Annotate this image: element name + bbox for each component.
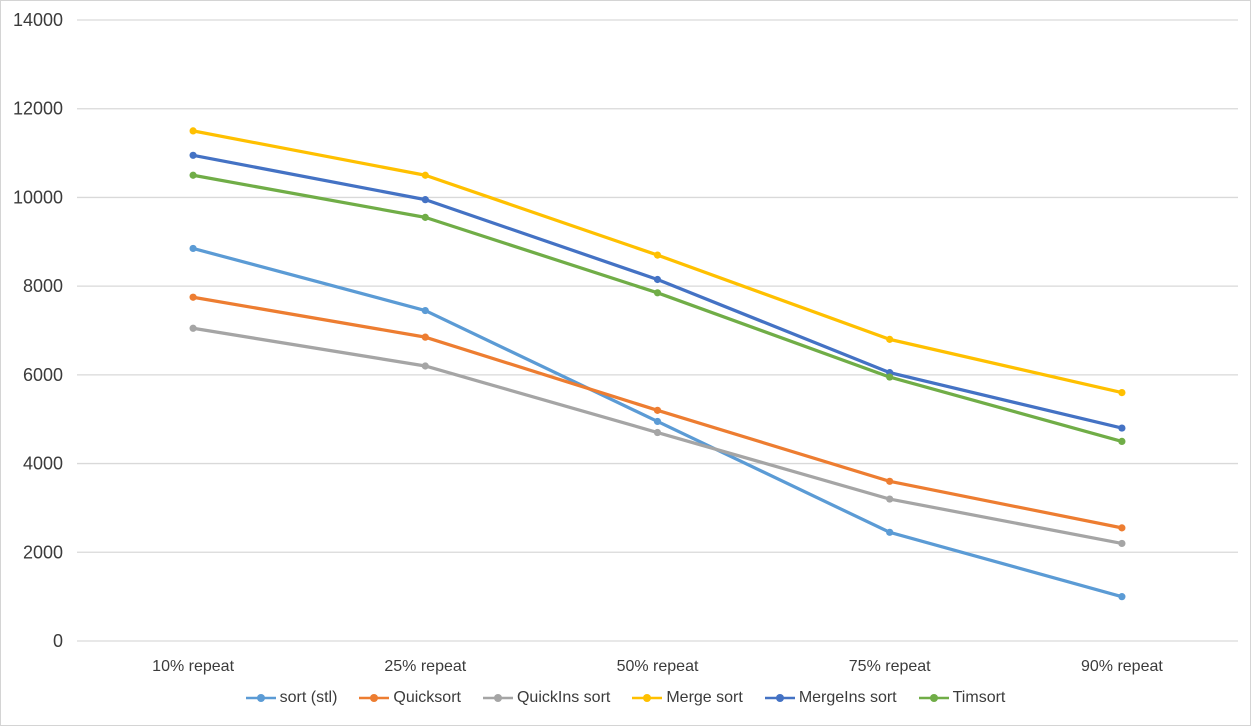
legend-dot [493,694,502,702]
legend-dot [643,694,652,702]
y-axis-tick-label: 0 [53,631,63,651]
legend-marker-icon [245,694,276,702]
series-marker-quickins-sort[interactable] [189,324,197,332]
series-marker-sort-stl[interactable] [886,528,894,536]
legend-dot [256,694,265,702]
series-marker-timsort[interactable] [1118,437,1126,445]
y-axis-tick-label: 8000 [23,276,63,296]
y-axis-tick-label: 12000 [13,99,63,119]
legend-dot [370,694,379,702]
series-marker-mergeins-sort[interactable] [189,151,197,159]
y-axis-tick-label: 4000 [23,454,63,474]
series-marker-sort-stl[interactable] [653,417,662,426]
series-marker-quickins-sort[interactable] [1118,539,1126,548]
chart-legend: sort (stl) Quicksort QuickIns sort Merge so… [1,689,1250,707]
x-axis-tick-label: 25% repeat [384,658,466,675]
series-marker-quicksort[interactable] [653,406,662,414]
legend-dot [775,694,784,702]
legend-label: sort (stl) [279,689,338,706]
legend-item-quicksort[interactable]: Quicksort [359,689,461,707]
legend-marker-icon [359,694,390,702]
series-marker-timsort[interactable] [653,289,662,297]
series-line-timsort[interactable] [191,173,1124,444]
series-marker-quicksort[interactable] [886,477,894,485]
series-marker-sort-stl[interactable] [189,244,197,253]
series-marker-quicksort[interactable] [1118,524,1126,532]
series-marker-timsort[interactable] [421,213,429,221]
series-line-merge-sort[interactable] [191,129,1124,395]
x-axis-tick-label: 90% repeat [1081,658,1163,675]
series-marker-quicksort[interactable] [421,333,429,341]
series-marker-quickins-sort[interactable] [421,362,429,370]
series-marker-merge-sort[interactable] [1118,389,1126,397]
legend-item-merge-sort[interactable]: Merge sort [632,689,743,707]
legend-label: MergeIns sort [798,689,897,706]
legend-marker-icon [764,694,795,702]
series-marker-mergeins-sort[interactable] [421,196,429,204]
x-axis-tick-label: 10% repeat [152,658,234,675]
legend-marker-icon [918,694,949,702]
series-marker-merge-sort[interactable] [886,335,894,343]
series-marker-mergeins-sort[interactable] [653,275,662,284]
series-marker-merge-sort[interactable] [189,127,197,135]
series-marker-merge-sort[interactable] [653,251,662,259]
legend-label: Merge sort [666,689,743,706]
legend-dot [929,694,938,702]
series-marker-quickins-sort[interactable] [886,495,894,503]
series-marker-merge-sort[interactable] [421,171,429,179]
legend-item-timsort[interactable]: Timsort [918,689,1006,707]
legend-label: Quicksort [393,689,461,706]
x-axis-tick-label: 50% repeat [617,658,699,675]
series-marker-sort-stl[interactable] [1118,593,1126,601]
y-axis-tick-label: 14000 [13,10,63,30]
legend-item-quickins-sort[interactable]: QuickIns sort [482,689,611,707]
legend-item-sort-stl[interactable]: sort (stl) [245,689,338,707]
legend-label: Timsort [952,689,1006,706]
y-axis-tick-label: 10000 [13,187,63,207]
y-axis-tick-label: 2000 [23,542,63,562]
x-axis-tick-label: 75% repeat [849,658,931,675]
series-marker-sort-stl[interactable] [421,306,429,315]
series-marker-mergeins-sort[interactable] [1118,424,1126,432]
series-marker-timsort[interactable] [886,373,894,381]
legend-marker-icon [632,694,663,702]
legend-label: QuickIns sort [516,689,611,706]
legend-marker-icon [482,694,513,702]
series-marker-quickins-sort[interactable] [653,428,662,437]
y-axis-tick-label: 6000 [23,365,63,385]
series-marker-timsort[interactable] [189,171,197,179]
legend-item-mergeins-sort[interactable]: MergeIns sort [764,689,897,707]
series-marker-quicksort[interactable] [189,293,197,301]
